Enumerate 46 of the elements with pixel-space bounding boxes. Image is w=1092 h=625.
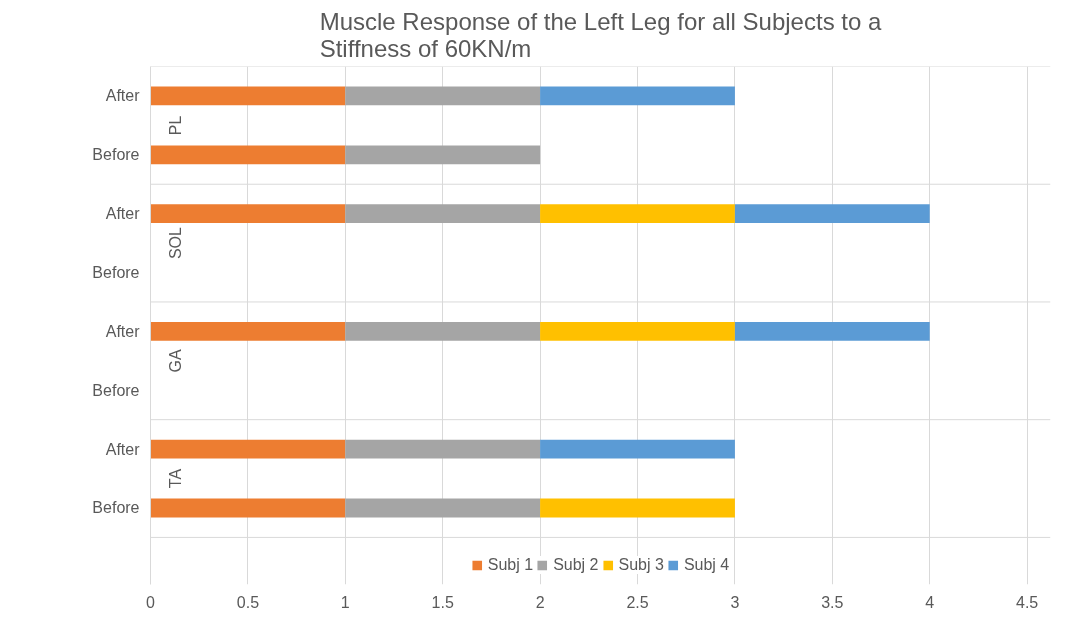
annotation: TA xyxy=(167,468,184,489)
legend-label: Subj 3 xyxy=(618,556,664,574)
x-tick-label: 1 xyxy=(340,593,350,611)
bar xyxy=(345,498,541,518)
annotation: GA xyxy=(167,348,184,373)
x-tick-label: 2 xyxy=(535,593,545,611)
bar xyxy=(150,145,346,165)
bar xyxy=(150,498,346,518)
x-tick-label: 4 xyxy=(925,593,935,611)
y-tick-label: Before xyxy=(92,146,140,164)
annotation: PL xyxy=(167,115,184,136)
legend-label: Subj 1 xyxy=(487,556,534,574)
y-tick-label: Before xyxy=(92,499,140,517)
y-tick-label: After xyxy=(105,322,141,340)
bar xyxy=(540,321,735,341)
x-tick-label: 3.5 xyxy=(821,593,844,611)
y-tick-label: Before xyxy=(92,264,140,282)
x-tick-label: 3 xyxy=(730,593,740,611)
bar xyxy=(345,86,541,106)
bar xyxy=(345,321,541,341)
bar xyxy=(150,321,346,341)
bar xyxy=(540,204,735,224)
bar xyxy=(734,204,930,224)
bar xyxy=(540,498,735,518)
bar xyxy=(345,439,541,459)
x-tick-label: 4.5 xyxy=(1016,593,1039,611)
y-tick-label: After xyxy=(105,440,141,458)
bar xyxy=(150,86,346,106)
bar xyxy=(345,204,541,224)
annotation: SOL xyxy=(167,226,184,260)
y-tick-label: After xyxy=(105,87,141,105)
bar xyxy=(734,321,930,341)
chart-title: Muscle Response of the Left Leg for all Subjects to a Stiffness of 60KN/m xyxy=(319,7,882,62)
bar xyxy=(540,86,735,106)
y-tick-label: Before xyxy=(92,381,140,399)
legend-label: Subj 4 xyxy=(683,556,730,574)
bar xyxy=(345,145,541,165)
x-tick-label: 0.5 xyxy=(236,593,260,611)
legend-label: Subj 2 xyxy=(553,556,599,574)
bar xyxy=(150,439,346,459)
bar xyxy=(150,204,346,224)
x-tick-label: 1.5 xyxy=(431,593,454,611)
y-tick-label: After xyxy=(105,205,141,223)
bar xyxy=(540,439,735,459)
x-tick-label: 0 xyxy=(146,593,156,611)
x-tick-label: 2.5 xyxy=(626,593,649,611)
